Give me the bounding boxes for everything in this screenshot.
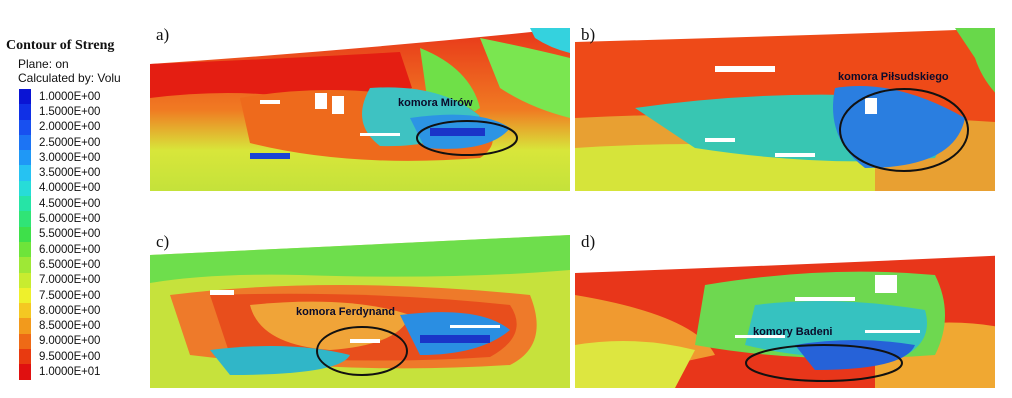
legend-swatch bbox=[19, 241, 31, 258]
panel-c-letter: c) bbox=[156, 235, 170, 251]
legend-row: 6.5000E+00 bbox=[19, 257, 101, 273]
legend-value: 9.5000E+00 bbox=[39, 350, 101, 363]
legend-value: 3.5000E+00 bbox=[39, 167, 101, 180]
contour-legend: Contour of Streng Plane: on Calculated b… bbox=[0, 38, 150, 388]
legend-value: 5.0000E+00 bbox=[39, 213, 101, 226]
panel-c-chamber-label: komora Ferdynand bbox=[296, 306, 395, 318]
legend-swatch bbox=[19, 119, 31, 135]
legend-value: 4.5000E+00 bbox=[39, 197, 101, 210]
panel-c: komora Ferdynand c) bbox=[150, 235, 570, 398]
panel-b: komora Piłsudskiego b) bbox=[575, 28, 995, 191]
legend-value: 8.0000E+00 bbox=[39, 304, 101, 317]
legend-swatch bbox=[19, 180, 31, 197]
panel-a-letter: a) bbox=[156, 28, 170, 44]
legend-swatch bbox=[19, 211, 31, 227]
legend-value: 1.0000E+00 bbox=[39, 90, 101, 103]
legend-scale: 1.0000E+00 1.5000E+00 2.0000E+00 2.5000E+00… bbox=[19, 89, 100, 380]
legend-swatch bbox=[19, 318, 31, 334]
legend-value: 1.0000E+01 bbox=[39, 365, 101, 378]
legend-swatch bbox=[19, 226, 31, 242]
legend-row: 9.5000E+00 bbox=[19, 349, 101, 365]
legend-swatch bbox=[19, 364, 31, 380]
legend-value: 2.0000E+00 bbox=[39, 121, 101, 134]
legend-row: 7.5000E+00 bbox=[19, 287, 101, 304]
legend-swatch bbox=[19, 257, 31, 273]
legend-row: 4.0000E+00 bbox=[19, 180, 101, 197]
panel-c-contour-plot: komora Ferdynand bbox=[150, 235, 570, 388]
legend-value: 8.5000E+00 bbox=[39, 320, 101, 333]
panel-b-chamber-label: komora Piłsudskiego bbox=[838, 71, 949, 83]
legend-row: 8.5000E+00 bbox=[19, 318, 101, 334]
legend-swatch bbox=[19, 333, 31, 350]
legend-swatch bbox=[19, 303, 31, 319]
legend-row: 3.5000E+00 bbox=[19, 165, 101, 181]
legend-value: 1.5000E+00 bbox=[39, 105, 101, 118]
legend-value: 9.0000E+00 bbox=[39, 335, 101, 348]
panel-d-letter: d) bbox=[581, 235, 596, 251]
legend-value: 6.5000E+00 bbox=[39, 258, 101, 271]
legend-value: 7.5000E+00 bbox=[39, 289, 101, 302]
legend-calculated-by: Calculated by: Volu bbox=[18, 71, 121, 85]
legend-row: 7.0000E+00 bbox=[19, 272, 101, 288]
legend-swatch bbox=[19, 89, 31, 105]
legend-row: 1.0000E+01 bbox=[19, 364, 101, 380]
panel-d-contour-plot: komory Badeni bbox=[575, 255, 995, 388]
legend-swatch bbox=[19, 165, 31, 181]
legend-value: 2.5000E+00 bbox=[39, 136, 101, 149]
legend-swatch bbox=[19, 134, 31, 151]
legend-row: 6.0000E+00 bbox=[19, 241, 101, 258]
panel-a: komora Mirów a) bbox=[150, 28, 570, 191]
legend-row: 5.0000E+00 bbox=[19, 211, 101, 227]
legend-row: 2.0000E+00 bbox=[19, 119, 101, 135]
legend-value: 7.0000E+00 bbox=[39, 274, 101, 287]
legend-swatch bbox=[19, 349, 31, 365]
legend-title: Contour of Streng bbox=[6, 38, 115, 53]
legend-swatch bbox=[19, 104, 31, 120]
legend-row: 8.0000E+00 bbox=[19, 303, 101, 319]
panel-b-contour-plot: komora Piłsudskiego bbox=[575, 28, 995, 191]
legend-value: 3.0000E+00 bbox=[39, 151, 101, 164]
legend-row: 1.0000E+00 bbox=[19, 89, 101, 105]
legend-row: 4.5000E+00 bbox=[19, 196, 101, 212]
legend-row: 1.5000E+00 bbox=[19, 104, 101, 120]
legend-swatch bbox=[19, 196, 31, 212]
legend-value: 6.0000E+00 bbox=[39, 243, 101, 256]
legend-row: 3.0000E+00 bbox=[19, 150, 101, 166]
legend-value: 5.5000E+00 bbox=[39, 228, 101, 241]
panel-a-contour-plot: komora Mirów bbox=[150, 28, 570, 191]
legend-row: 2.5000E+00 bbox=[19, 134, 101, 151]
legend-row: 9.0000E+00 bbox=[19, 333, 101, 350]
panel-b-letter: b) bbox=[581, 28, 596, 44]
panel-d-chamber-label: komory Badeni bbox=[753, 326, 832, 338]
panel-d: komory Badeni d) bbox=[575, 235, 995, 398]
legend-plane: Plane: on bbox=[18, 57, 69, 71]
legend-swatch bbox=[19, 287, 31, 304]
legend-swatch bbox=[19, 272, 31, 288]
legend-value: 4.0000E+00 bbox=[39, 182, 101, 195]
legend-row: 5.5000E+00 bbox=[19, 226, 101, 242]
panel-a-chamber-label: komora Mirów bbox=[398, 97, 473, 109]
legend-swatch bbox=[19, 150, 31, 166]
